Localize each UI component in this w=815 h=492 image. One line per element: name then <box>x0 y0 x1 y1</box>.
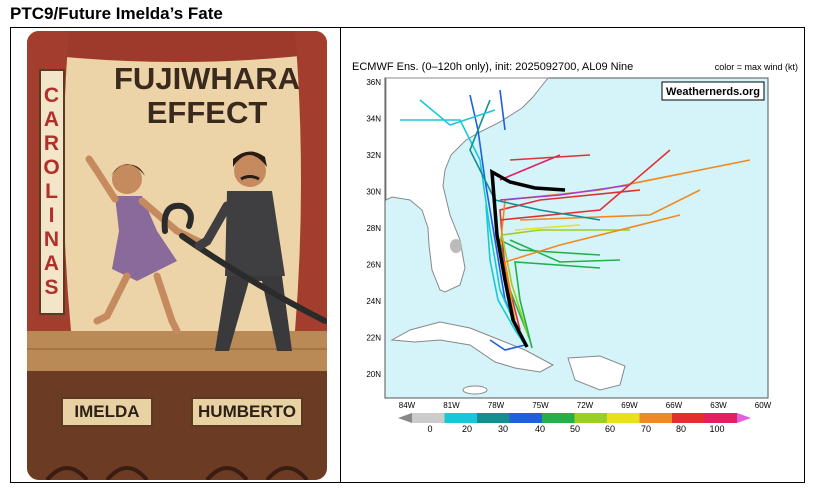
colorbar-segment <box>574 413 607 423</box>
lon-label: 60W <box>755 401 772 410</box>
colorbar-segment <box>672 413 705 423</box>
lat-label: 22N <box>366 334 381 343</box>
imelda-arm <box>138 197 206 247</box>
storm-track <box>485 204 526 346</box>
colorbar-segment <box>639 413 672 423</box>
lon-label: 75W <box>532 401 549 410</box>
headline-line: EFFECT <box>146 95 268 130</box>
colorbar-label: 40 <box>535 424 545 434</box>
tracks <box>400 89 751 351</box>
lon-label: 78W <box>488 401 505 410</box>
right-label: HUMBERTO <box>191 397 303 427</box>
colorbar-label: 60 <box>605 424 615 434</box>
storm-track <box>400 119 523 341</box>
page-title: PTC9/Future Imelda’s Fate <box>10 4 223 23</box>
storm-track <box>509 239 621 263</box>
lat-label: 30N <box>366 188 381 197</box>
lat-label: 26N <box>366 261 381 270</box>
jamaica <box>462 385 488 395</box>
colorbar-segment <box>444 413 477 423</box>
colorbar-segment <box>542 413 575 423</box>
cell-divider <box>340 27 341 483</box>
lat-label: 36N <box>366 78 381 87</box>
storm-track <box>509 154 591 161</box>
storm-track <box>514 261 601 349</box>
imelda-legs <box>93 272 181 335</box>
lon-label: 63W <box>710 401 727 410</box>
colorbar-label: 70 <box>641 424 651 434</box>
lat-label: 34N <box>366 115 381 124</box>
colorbar-tip <box>737 413 751 423</box>
lat-label: 20N <box>366 370 381 379</box>
storm-track <box>504 214 681 301</box>
watermark: Weathernerds.org <box>666 86 760 98</box>
colorbar-segment <box>477 413 510 423</box>
storm-track <box>499 89 506 131</box>
axes: 36N 34N 32N 30N 28N 26N 24N 22N 20N 84W 81W 78W 75W 7… <box>366 78 771 434</box>
lon-label: 69W <box>621 401 638 410</box>
imelda-arm <box>85 155 119 203</box>
storm-track <box>499 149 671 221</box>
storm-track <box>419 99 496 126</box>
storm-track <box>501 229 630 336</box>
colorbar-segment <box>509 413 542 423</box>
lat-label: 32N <box>366 151 381 160</box>
lon-label: 81W <box>443 401 460 410</box>
track-map: ECMWF Ens. (0–120h only), init: 20250927… <box>352 61 798 434</box>
storm-track <box>519 189 701 221</box>
lake <box>450 239 462 253</box>
lon-label: 66W <box>666 401 683 410</box>
us-land <box>385 77 550 293</box>
colorbar-label: 20 <box>462 424 472 434</box>
lon-label: 84W <box>399 401 416 410</box>
headline-line: FUJIWHARA <box>114 61 300 96</box>
colorbar-label: 50 <box>570 424 580 434</box>
imelda-hair <box>111 164 145 176</box>
colorbar-segment <box>607 413 640 423</box>
curtain-right <box>295 31 327 331</box>
colorbar-label: 30 <box>498 424 508 434</box>
mean-track <box>489 168 566 348</box>
humberto-hair <box>233 151 267 167</box>
seats <box>45 466 309 480</box>
storm-track <box>499 184 631 201</box>
legend-note: color = max wind (kt) <box>715 62 798 72</box>
mustache <box>240 175 260 181</box>
hispaniola <box>567 355 626 391</box>
plot: Weathernerds.org <box>384 77 769 399</box>
colorbar-label: 100 <box>709 424 724 434</box>
storm-track <box>498 238 601 341</box>
valance <box>27 31 327 62</box>
imelda-head <box>112 164 142 194</box>
side-sign: CAROLINAS <box>39 69 65 315</box>
table-frame <box>10 27 805 483</box>
imelda-dress <box>112 196 177 281</box>
colorbar-label: 80 <box>676 424 686 434</box>
cuba <box>390 321 555 373</box>
watermark-box <box>661 81 765 101</box>
storm-track <box>499 154 561 181</box>
left-label: IMELDA <box>61 397 153 427</box>
map-header: ECMWF Ens. (0–120h only), init: 20250927… <box>352 61 633 73</box>
storm-track <box>514 224 581 231</box>
cartoon: CAROLINAS FUJIWHARA EFFECT IMELDA HUMBER… <box>27 31 327 480</box>
colorbar-tip <box>398 413 412 423</box>
humberto-suit <box>225 191 285 276</box>
colorbar-label: 0 <box>427 424 432 434</box>
colorbar-segment <box>704 413 737 423</box>
lat-label: 24N <box>366 297 381 306</box>
humberto-arm <box>194 201 232 251</box>
storm-track <box>489 339 526 351</box>
lat-label: 28N <box>366 224 381 233</box>
colorbar-segment <box>412 413 445 423</box>
lon-label: 72W <box>577 401 594 410</box>
